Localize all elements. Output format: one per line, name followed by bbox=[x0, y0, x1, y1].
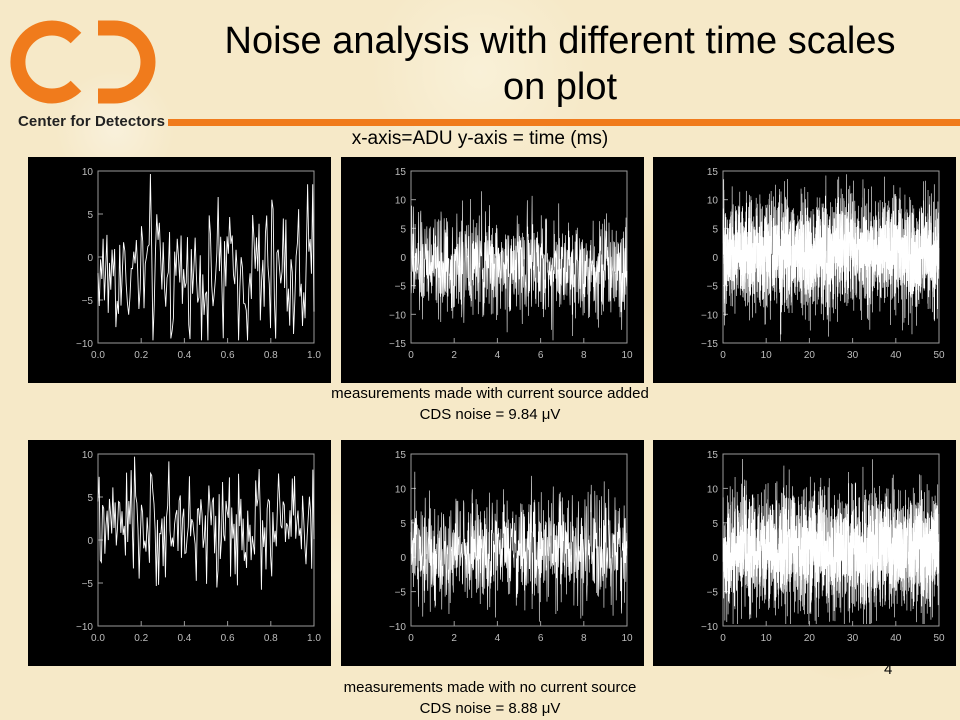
noise-series-line bbox=[410, 471, 628, 622]
plot-top-2: 15 10 5 0 −5 −10 −15 0 2 4 6 8 10 bbox=[341, 157, 644, 383]
x-tick-label: 50 bbox=[933, 633, 945, 644]
y-tick-label: 15 bbox=[395, 450, 407, 461]
caption-bottom-line-1: measurements made with no current source bbox=[343, 679, 637, 696]
slide-title: Noise analysis with different time scale… bbox=[224, 20, 896, 108]
y-tick-label: 0 bbox=[87, 253, 93, 264]
y-tick-label: 10 bbox=[395, 196, 407, 207]
noise-series-line bbox=[97, 174, 315, 341]
x-tick-label: 0.6 bbox=[221, 633, 235, 644]
y-tick-label: −5 bbox=[707, 588, 719, 599]
y-tick-label: −10 bbox=[701, 310, 718, 321]
x-tick-label: 6 bbox=[538, 350, 544, 361]
y-tick-label: −5 bbox=[395, 282, 407, 293]
y-tick-label: 5 bbox=[400, 519, 406, 530]
x-tick-label: 6 bbox=[538, 633, 544, 644]
x-tick-label: 2 bbox=[451, 633, 457, 644]
x-tick-label: 30 bbox=[847, 633, 859, 644]
x-tick-label: 30 bbox=[847, 350, 859, 361]
x-tick-label: 2 bbox=[451, 350, 457, 361]
x-tick-label: 10 bbox=[621, 633, 633, 644]
x-tick-label: 0.2 bbox=[134, 633, 148, 644]
cfd-logo-mark bbox=[10, 20, 156, 104]
x-tick-label: 0.4 bbox=[177, 350, 191, 361]
plot-bottom-2: 15 10 5 0 −5 −10 0 2 4 6 8 10 bbox=[341, 440, 644, 666]
y-tick-label: −5 bbox=[82, 296, 94, 307]
caption-top-line-1: measurements made with current source ad… bbox=[331, 385, 649, 402]
y-tick-label: −10 bbox=[389, 622, 406, 633]
noise-series-line bbox=[97, 456, 315, 590]
y-tick-label: −15 bbox=[389, 339, 406, 350]
x-tick-label: 0 bbox=[720, 633, 726, 644]
x-tick-label: 40 bbox=[890, 633, 902, 644]
y-tick-label: 0 bbox=[712, 253, 718, 264]
y-tick-label: −5 bbox=[395, 588, 407, 599]
x-tick-label: 0 bbox=[408, 633, 414, 644]
y-tick-label: −10 bbox=[701, 622, 718, 633]
y-tick-label: 0 bbox=[712, 553, 718, 564]
y-tick-label: 5 bbox=[87, 493, 93, 504]
caption-bottom-line-2: CDS noise = 8.88 μV bbox=[419, 700, 561, 717]
y-tick-label: 10 bbox=[707, 196, 719, 207]
x-tick-label: 1.0 bbox=[307, 633, 321, 644]
noise-series-line bbox=[722, 174, 940, 342]
x-tick-label: 0.0 bbox=[91, 350, 105, 361]
x-tick-label: 4 bbox=[495, 350, 501, 361]
y-tick-label: 10 bbox=[82, 167, 94, 178]
plot-bottom-3: 15 10 5 0 −5 −10 0 10 20 30 40 50 bbox=[653, 440, 956, 666]
plot-frame bbox=[97, 170, 315, 344]
x-tick-label: 0.8 bbox=[264, 350, 278, 361]
x-tick-label: 1.0 bbox=[307, 350, 321, 361]
cfd-logo: Center for Detectors bbox=[10, 12, 170, 132]
x-tick-label: 20 bbox=[804, 350, 816, 361]
x-tick-label: 20 bbox=[804, 633, 816, 644]
x-tick-label: 10 bbox=[761, 350, 773, 361]
x-tick-label: 0 bbox=[720, 350, 726, 361]
x-tick-label: 10 bbox=[621, 350, 633, 361]
x-tick-label: 50 bbox=[933, 350, 945, 361]
noise-series-line bbox=[410, 191, 628, 341]
y-tick-label: 10 bbox=[395, 484, 407, 495]
noise-series-line bbox=[722, 458, 940, 624]
y-tick-label: 10 bbox=[707, 484, 719, 495]
y-tick-label: 5 bbox=[712, 224, 718, 235]
logo-text: Center for Detectors bbox=[18, 113, 166, 130]
x-tick-label: 8 bbox=[581, 633, 587, 644]
plot-top-1: 10 5 0 −5 −10 0.0 0.2 0.4 0.6 0.8 1.0 bbox=[28, 157, 331, 383]
y-tick-label: 15 bbox=[707, 450, 719, 461]
y-tick-label: −5 bbox=[707, 282, 719, 293]
x-tick-label: 0.6 bbox=[221, 350, 235, 361]
x-tick-label: 0.4 bbox=[177, 633, 191, 644]
caption-bottom: measurements made with no current source… bbox=[190, 677, 790, 719]
plot-top-3: 15 10 5 0 −5 −10 −15 0 10 20 30 40 50 bbox=[653, 157, 956, 383]
y-tick-label: 5 bbox=[400, 224, 406, 235]
y-tick-label: −5 bbox=[82, 579, 94, 590]
y-tick-label: 5 bbox=[87, 210, 93, 221]
x-tick-label: 0.8 bbox=[264, 633, 278, 644]
y-tick-label: −10 bbox=[76, 339, 93, 350]
y-tick-label: −10 bbox=[76, 622, 93, 633]
y-tick-label: 0 bbox=[400, 553, 406, 564]
y-tick-label: 15 bbox=[707, 167, 719, 178]
page-number: 4 bbox=[884, 661, 893, 678]
y-tick-label: 0 bbox=[87, 536, 93, 547]
header-rule bbox=[168, 119, 960, 126]
caption-top-line-2: CDS noise = 9.84 μV bbox=[419, 406, 561, 423]
y-tick-label: −15 bbox=[701, 339, 718, 350]
caption-top: measurements made with current source ad… bbox=[190, 383, 790, 425]
y-tick-label: 10 bbox=[82, 450, 94, 461]
x-tick-label: 4 bbox=[495, 633, 501, 644]
y-tick-label: 0 bbox=[400, 253, 406, 264]
x-tick-label: 40 bbox=[890, 350, 902, 361]
x-tick-label: 0.0 bbox=[91, 633, 105, 644]
plot-bottom-1: 10 5 0 −5 −10 0.0 0.2 0.4 0.6 0.8 1.0 bbox=[28, 440, 331, 666]
y-tick-label: 5 bbox=[712, 519, 718, 530]
x-tick-label: 8 bbox=[581, 350, 587, 361]
x-tick-label: 10 bbox=[761, 633, 773, 644]
slide-subtitle: x-axis=ADU y-axis = time (ms) bbox=[351, 128, 609, 149]
x-tick-label: 0 bbox=[408, 350, 414, 361]
x-tick-label: 0.2 bbox=[134, 350, 148, 361]
y-tick-label: −10 bbox=[389, 310, 406, 321]
y-tick-label: 15 bbox=[395, 167, 407, 178]
